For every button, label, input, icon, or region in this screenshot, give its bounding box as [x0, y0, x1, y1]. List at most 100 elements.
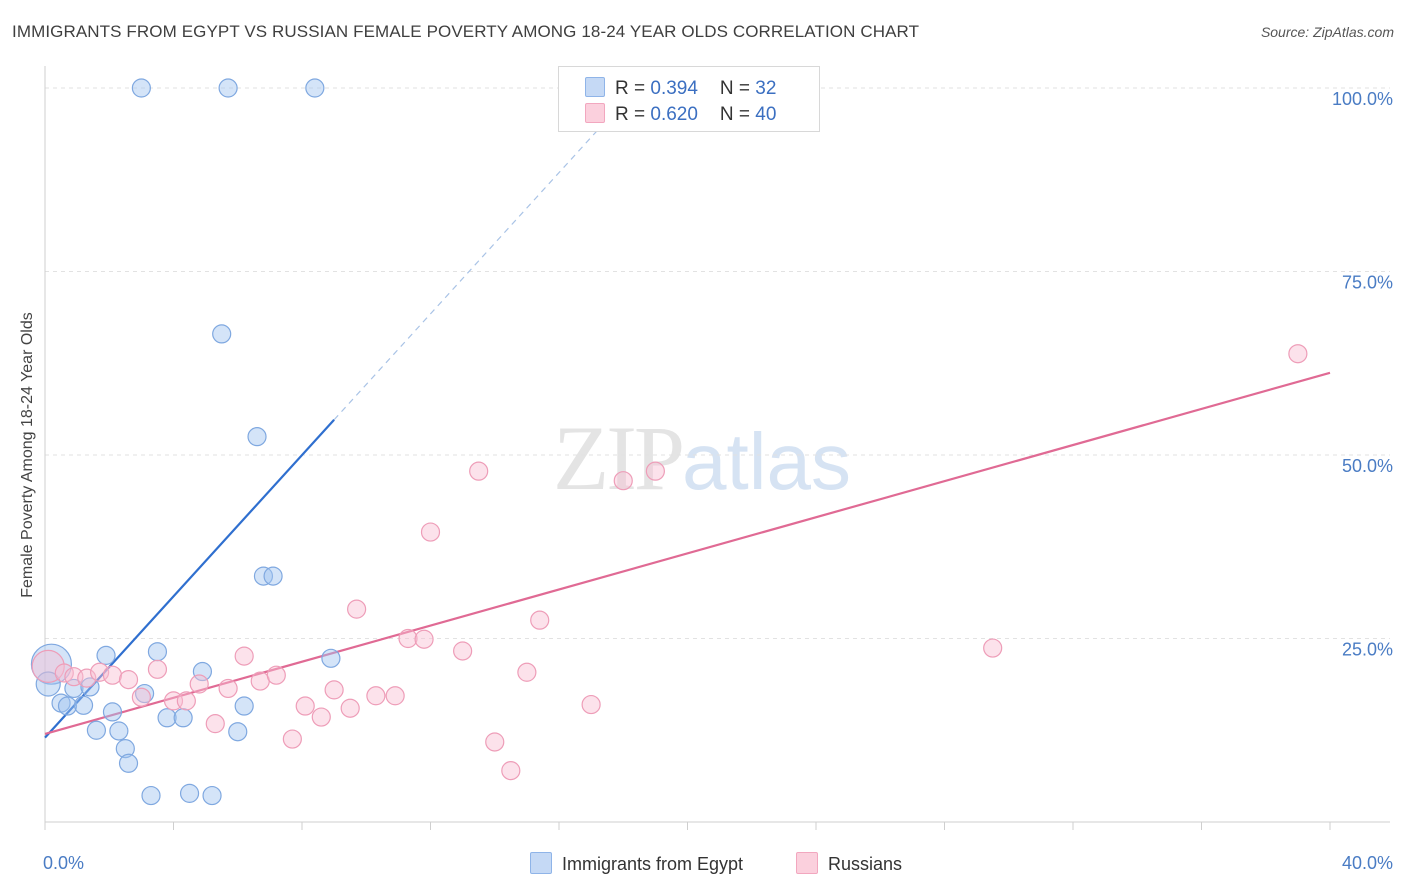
- point-egypt: [147, 642, 168, 662]
- point-egypt: [212, 324, 232, 344]
- grid: [45, 87, 1390, 640]
- point-russians: [54, 663, 74, 683]
- x-tick-label: 0.0%: [43, 853, 84, 873]
- point-russians: [645, 461, 665, 481]
- bottom-legend-egypt: Immigrants from Egypt: [530, 852, 743, 875]
- point-egypt: [263, 566, 283, 586]
- point-russians: [398, 628, 418, 649]
- point-russians: [218, 678, 238, 699]
- bottom-legend-label-egypt: Immigrants from Egypt: [562, 854, 744, 874]
- point-russians: [102, 665, 123, 685]
- bottom-legend-swatch-russians: [796, 852, 818, 874]
- legend-n-value: 40: [755, 104, 777, 125]
- legend-r-label: R =: [615, 104, 651, 125]
- legend-swatch-egypt: [585, 77, 605, 97]
- point-egypt: [253, 566, 274, 586]
- point-egypt: [202, 785, 222, 806]
- point-russians: [530, 610, 550, 630]
- point-egypt: [192, 661, 213, 682]
- point-egypt: [109, 721, 129, 741]
- legend-row-egypt: R = 0.394 N = 32: [585, 77, 776, 100]
- point-russians: [347, 599, 367, 619]
- point-russians: [266, 665, 286, 685]
- point-russians: [234, 646, 254, 666]
- data-points: [30, 78, 1308, 806]
- bottom-legend-swatch-egypt: [530, 852, 552, 874]
- point-russians: [414, 629, 434, 649]
- y-tick-label: 100.0%: [1332, 89, 1393, 109]
- point-egypt: [115, 739, 135, 759]
- point-egypt: [228, 722, 248, 742]
- point-egypt: [118, 753, 139, 773]
- point-egypt: [73, 695, 94, 715]
- point-egypt: [173, 708, 193, 728]
- point-russians: [453, 641, 473, 661]
- point-russians: [366, 686, 386, 706]
- point-russians: [517, 662, 537, 682]
- point-egypt: [57, 696, 78, 716]
- point-russians: [189, 674, 209, 694]
- point-russians: [311, 707, 331, 727]
- tick-labels: 100.0% 75.0% 50.0% 25.0% 0.0% 40.0%: [43, 89, 1393, 873]
- point-egypt: [179, 783, 200, 803]
- point-russians: [420, 522, 441, 542]
- chart-title: IMMIGRANTS FROM EGYPT VS RUSSIAN FEMALE …: [12, 22, 920, 41]
- point-egypt: [157, 708, 177, 728]
- point-russians: [295, 696, 315, 716]
- x-tick-label: 40.0%: [1342, 853, 1393, 873]
- trend-lines: [44, 83, 1331, 739]
- point-egypt: [305, 78, 325, 98]
- y-tick-label: 25.0%: [1342, 640, 1393, 660]
- point-egypt: [96, 645, 116, 665]
- point-russians: [340, 698, 360, 718]
- chart-source: Source: ZipAtlas.com: [1260, 24, 1394, 40]
- watermark: ZIPatlas: [553, 405, 851, 511]
- legend: R = 0.394 N = 32 R = 0.620 N = 40: [558, 66, 820, 132]
- watermark-zip: ZIP: [553, 407, 685, 509]
- point-russians: [118, 670, 139, 690]
- trend-line-egypt-extension: [333, 83, 640, 421]
- point-egypt: [102, 702, 123, 722]
- point-russians: [501, 761, 521, 781]
- point-russians: [205, 714, 225, 734]
- point-russians: [31, 649, 65, 683]
- point-russians: [131, 687, 151, 707]
- legend-n-value: 32: [755, 78, 777, 99]
- axes: [44, 66, 1390, 830]
- point-egypt: [247, 427, 267, 447]
- legend-r-value: 0.620: [650, 104, 698, 125]
- watermark-atlas: atlas: [682, 417, 851, 506]
- bottom-legend-label-russians: Russians: [828, 854, 903, 874]
- point-russians: [613, 471, 633, 491]
- point-egypt: [35, 671, 61, 697]
- legend-swatch-russians: [585, 103, 605, 123]
- point-russians: [469, 461, 489, 481]
- point-russians: [250, 671, 270, 691]
- bottom-legend-russians: Russians: [796, 852, 902, 875]
- legend-r-value: 0.394: [650, 78, 698, 99]
- point-egypt: [234, 696, 254, 716]
- point-russians: [176, 691, 196, 711]
- point-egypt: [321, 648, 341, 668]
- point-egypt: [218, 78, 238, 98]
- point-russians: [324, 680, 344, 700]
- legend-n-label: N =: [719, 78, 756, 99]
- y-tick-label: 75.0%: [1342, 273, 1393, 293]
- point-russians: [581, 694, 601, 715]
- point-russians: [282, 729, 302, 749]
- trend-line-russians: [44, 371, 1331, 735]
- legend-r-label: R =: [615, 78, 651, 99]
- legend-n-label: N =: [719, 104, 756, 125]
- point-egypt: [141, 785, 161, 806]
- point-egypt: [134, 683, 155, 704]
- legend-row-russians: R = 0.620 N = 40: [585, 103, 776, 126]
- point-russians: [147, 659, 168, 679]
- point-russians: [485, 732, 505, 752]
- point-russians: [1288, 344, 1308, 364]
- point-egypt: [131, 78, 151, 98]
- y-tick-label: 50.0%: [1342, 456, 1393, 476]
- point-egypt: [86, 720, 107, 740]
- point-russians: [983, 638, 1003, 658]
- point-russians: [385, 686, 405, 706]
